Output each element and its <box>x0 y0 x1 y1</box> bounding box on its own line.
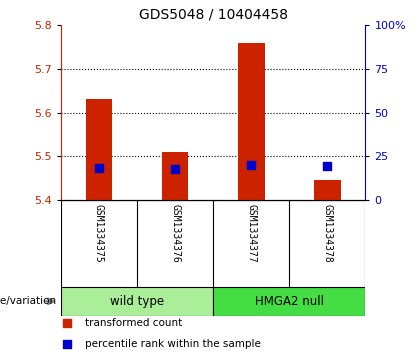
Bar <box>314 180 341 200</box>
Text: GSM1334376: GSM1334376 <box>170 204 180 263</box>
Point <box>324 163 331 168</box>
Point <box>64 320 71 326</box>
Text: wild type: wild type <box>110 295 164 308</box>
Point <box>96 166 102 171</box>
Text: GSM1334377: GSM1334377 <box>246 204 256 263</box>
Text: percentile rank within the sample: percentile rank within the sample <box>85 339 261 349</box>
Bar <box>86 99 112 200</box>
Point <box>64 341 71 347</box>
Point <box>172 166 178 172</box>
Title: GDS5048 / 10404458: GDS5048 / 10404458 <box>139 8 288 21</box>
Point <box>248 162 255 168</box>
Text: HMGA2 null: HMGA2 null <box>255 295 324 308</box>
Bar <box>213 287 365 316</box>
Text: GSM1334378: GSM1334378 <box>322 204 332 263</box>
Text: genotype/variation: genotype/variation <box>0 296 57 306</box>
Bar <box>162 152 189 200</box>
Bar <box>238 43 265 200</box>
Text: GSM1334375: GSM1334375 <box>94 204 104 263</box>
Bar <box>61 287 213 316</box>
Text: transformed count: transformed count <box>85 318 183 328</box>
